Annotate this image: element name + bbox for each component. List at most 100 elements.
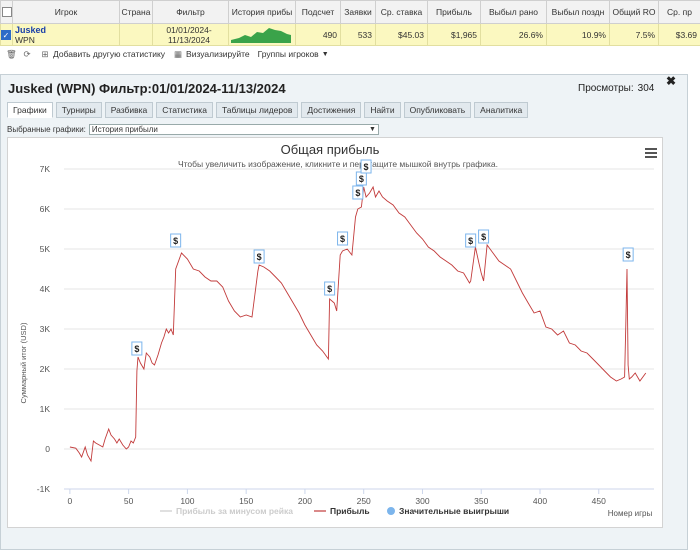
chevron-down-icon: ▼	[321, 50, 329, 58]
big-win-marker[interactable]: $	[478, 229, 490, 244]
chart-select[interactable]: История прибыли ▼	[88, 124, 379, 135]
legend-item-big-wins[interactable]: Значительные выигрыши	[387, 506, 509, 516]
row-checkbox[interactable]: ✓	[0, 23, 13, 46]
player-site: WPN	[15, 34, 35, 45]
views-counter: Просмотры: 304	[578, 83, 654, 94]
x-tick-label: 50	[124, 496, 134, 506]
profit-chart-container: Общая прибыль Чтобы увеличить изображени…	[7, 137, 663, 528]
tab-publish[interactable]: Опубликовать	[403, 102, 472, 118]
tab-find[interactable]: Найти	[364, 102, 401, 118]
col-avg-stake[interactable]: Ср. ставка	[375, 0, 428, 24]
refresh-icon[interactable]: ⟳	[23, 48, 31, 59]
col-count[interactable]: Подсчет	[295, 0, 341, 24]
col-roi[interactable]: Общий RO	[609, 0, 659, 24]
x-tick-label: 150	[239, 496, 253, 506]
select-all-checkbox[interactable]	[0, 0, 13, 24]
x-tick-label: 250	[357, 496, 371, 506]
entries-cell: 533	[340, 23, 376, 46]
big-win-marker[interactable]: $	[355, 171, 367, 186]
player-groups-dropdown[interactable]: Группы игроков ▼	[258, 49, 329, 59]
y-tick-label: 6K	[40, 204, 51, 214]
add-stat-button[interactable]: ⊞ Добавить другую статистику	[40, 49, 165, 60]
svg-text:$: $	[340, 234, 345, 244]
tab-statistics[interactable]: Статистика	[156, 102, 213, 118]
x-tick-label: 0	[68, 496, 73, 506]
avg-profit-cell: $3.69	[658, 23, 700, 46]
tab-breakdown[interactable]: Разбивка	[104, 102, 154, 118]
player-groups-label: Группы игроков	[257, 49, 319, 59]
big-win-marker[interactable]: $	[622, 247, 634, 262]
profit-cell: $1,965	[427, 23, 481, 46]
col-country[interactable]: Страна	[119, 0, 153, 24]
visualize-button[interactable]: ▦ Визуализируйте	[173, 49, 250, 60]
add-column-icon: ⊞	[41, 48, 49, 59]
views-value: 304	[637, 83, 655, 94]
x-tick-label: 450	[592, 496, 606, 506]
x-tick-label: 200	[298, 496, 312, 506]
player-cell[interactable]: Jusked WPN	[12, 23, 120, 46]
big-win-marker[interactable]: $	[170, 233, 182, 248]
chart-icon: ▦	[174, 48, 183, 59]
tab-achievements[interactable]: Достижения	[301, 102, 362, 118]
tab-analytics[interactable]: Аналитика	[474, 102, 529, 118]
close-icon[interactable]: ✖	[666, 74, 677, 88]
tab-charts[interactable]: Графики	[7, 102, 53, 118]
table-toolbar: 🗑 ⟳ ⊞ Добавить другую статистику ▦ Визуа…	[0, 46, 700, 62]
svg-text:$: $	[481, 232, 486, 242]
legend-label-big-wins: Значительные выигрыши	[399, 506, 509, 516]
big-win-marker[interactable]: $	[360, 159, 372, 174]
chevron-down-icon: ▼	[368, 126, 376, 133]
filter-line-2: 11/13/2024	[168, 34, 210, 45]
big-win-marker[interactable]: $	[465, 233, 477, 248]
legend-label-profit: Прибыль	[330, 506, 370, 516]
col-player[interactable]: Игрок	[12, 0, 120, 24]
col-entries[interactable]: Заявки	[340, 0, 376, 24]
big-win-marker[interactable]: $	[352, 185, 364, 200]
col-avg-profit[interactable]: Ср. пр	[658, 0, 700, 24]
tab-leaderboards[interactable]: Таблицы лидеров	[215, 102, 299, 118]
y-tick-label: 3K	[40, 324, 51, 334]
chart-select-row: Выбранные графики: История прибыли ▼	[7, 124, 379, 135]
early-cell: 26.6%	[480, 23, 547, 46]
legend-item-rake[interactable]: Прибыль за минусом рейка	[160, 506, 293, 516]
count-cell: 490	[295, 23, 341, 46]
menu-icon[interactable]	[645, 148, 657, 158]
svg-text:$: $	[134, 344, 139, 354]
profit-chart[interactable]: Общая прибыль Чтобы увеличить изображени…	[8, 138, 664, 529]
x-tick-label: 300	[415, 496, 429, 506]
trash-icon[interactable]: 🗑	[6, 48, 17, 59]
panel-title: Jusked (WPN) Фильтр:01/01/2024-11/13/202…	[8, 81, 286, 96]
legend: Прибыль за минусом рейка Прибыль Значите…	[160, 506, 509, 516]
y-tick-label: 0	[45, 444, 50, 454]
big-win-marker[interactable]: $	[131, 341, 143, 356]
big-win-marker[interactable]: $	[337, 231, 349, 246]
filter-cell: 01/01/2024- 11/13/2024	[152, 23, 229, 46]
player-name[interactable]: Jusked	[15, 24, 47, 35]
y-tick-label: 2K	[40, 364, 51, 374]
x-tick-label: 100	[180, 496, 194, 506]
tab-tournaments[interactable]: Турниры	[55, 102, 102, 118]
y-tick-label: 1K	[40, 404, 51, 414]
chart-select-value: История прибыли	[91, 125, 158, 134]
x-axis-label: Номер игры	[608, 509, 653, 518]
y-tick-label: 7K	[40, 164, 51, 174]
legend-item-profit[interactable]: Прибыль	[314, 506, 370, 516]
profit-history-sparkline[interactable]	[228, 23, 296, 46]
col-late[interactable]: Выбыл поздн	[546, 0, 610, 24]
y-axis-label: Суммарный итог (USD)	[19, 322, 28, 403]
big-win-marker[interactable]: $	[324, 281, 336, 296]
filter-line-1: 01/01/2024-	[166, 24, 212, 35]
y-tick-label: -1K	[37, 484, 51, 494]
country-cell	[119, 23, 153, 46]
col-profit-history[interactable]: История прибы	[228, 0, 296, 24]
svg-text:$: $	[626, 250, 631, 260]
col-filter[interactable]: Фильтр	[152, 0, 229, 24]
profit-series-line	[69, 185, 647, 463]
table-row: ✓ Jusked WPN 01/01/2024- 11/13/2024 490 …	[0, 23, 700, 46]
col-early[interactable]: Выбыл рано	[480, 0, 547, 24]
chart-title: Общая прибыль	[281, 142, 380, 157]
col-profit[interactable]: Прибыль	[427, 0, 481, 24]
big-win-marker[interactable]: $	[253, 249, 265, 264]
chart-select-label: Выбранные графики:	[7, 125, 86, 134]
